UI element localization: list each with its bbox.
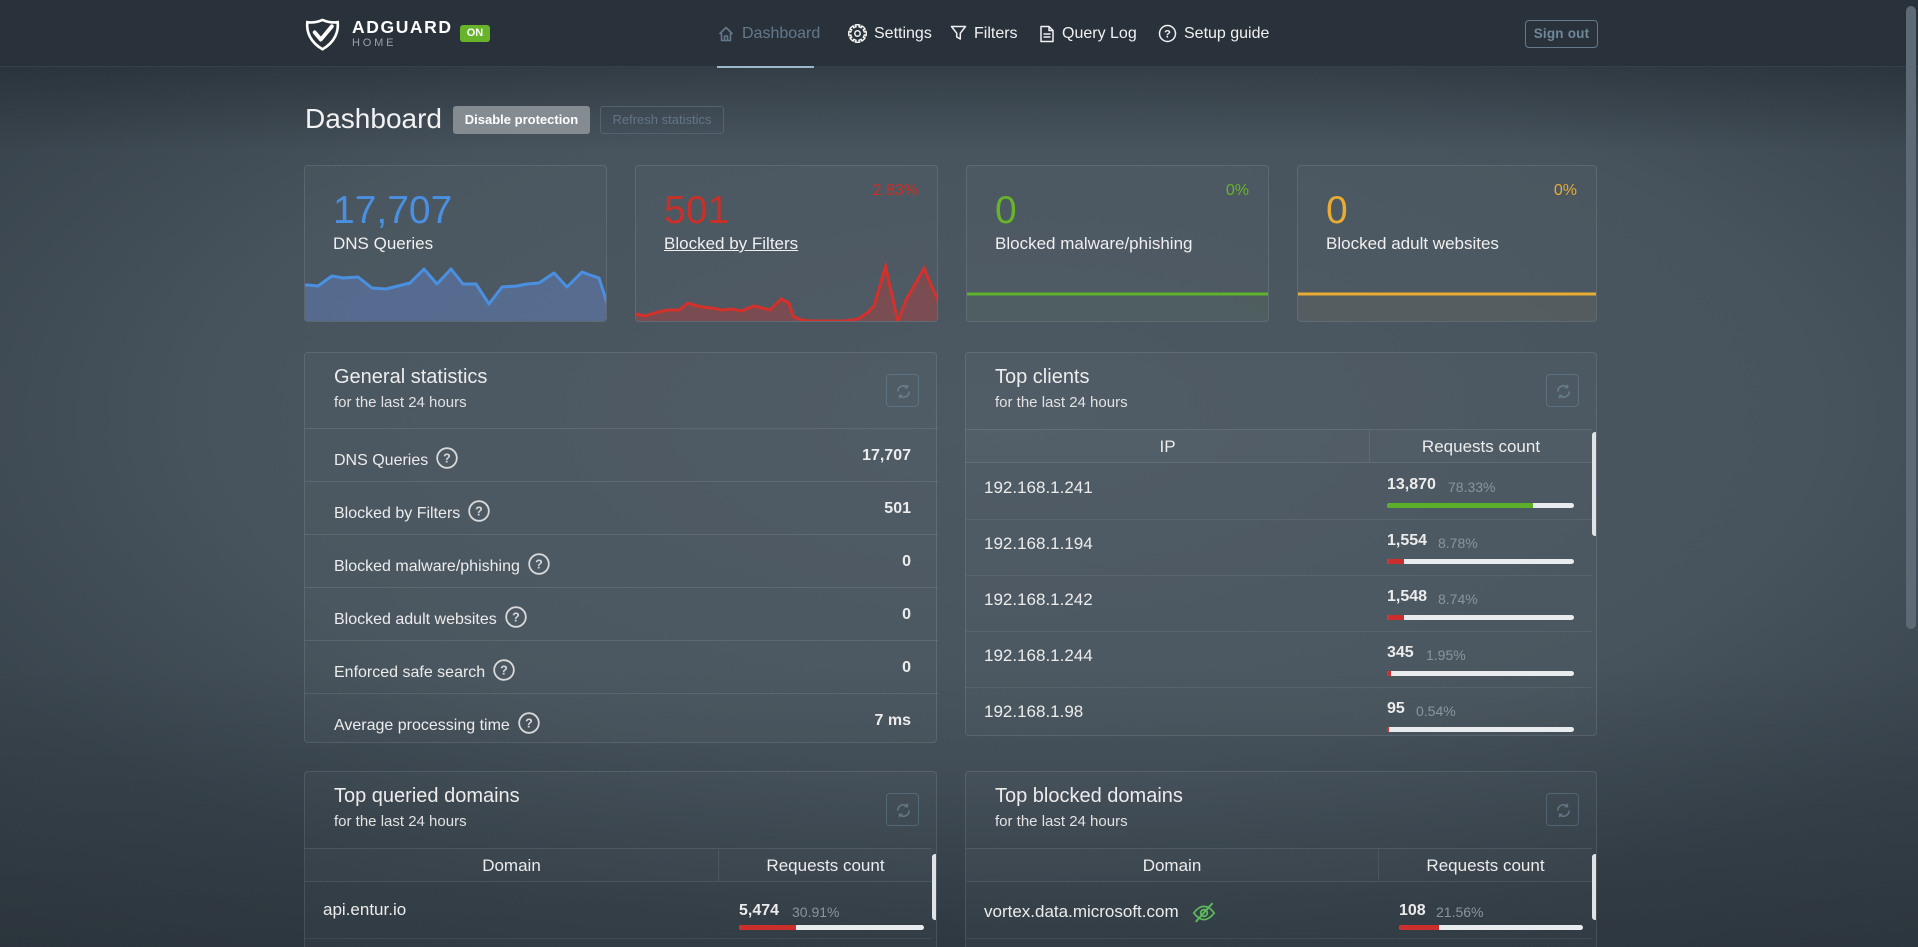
svg-text:?: ? <box>525 717 533 731</box>
svg-text:?: ? <box>500 664 508 678</box>
svg-text:?: ? <box>475 505 483 519</box>
svg-text:?: ? <box>512 611 520 625</box>
svg-text:?: ? <box>1164 29 1171 41</box>
svg-text:?: ? <box>535 558 543 572</box>
svg-text:?: ? <box>443 452 451 466</box>
